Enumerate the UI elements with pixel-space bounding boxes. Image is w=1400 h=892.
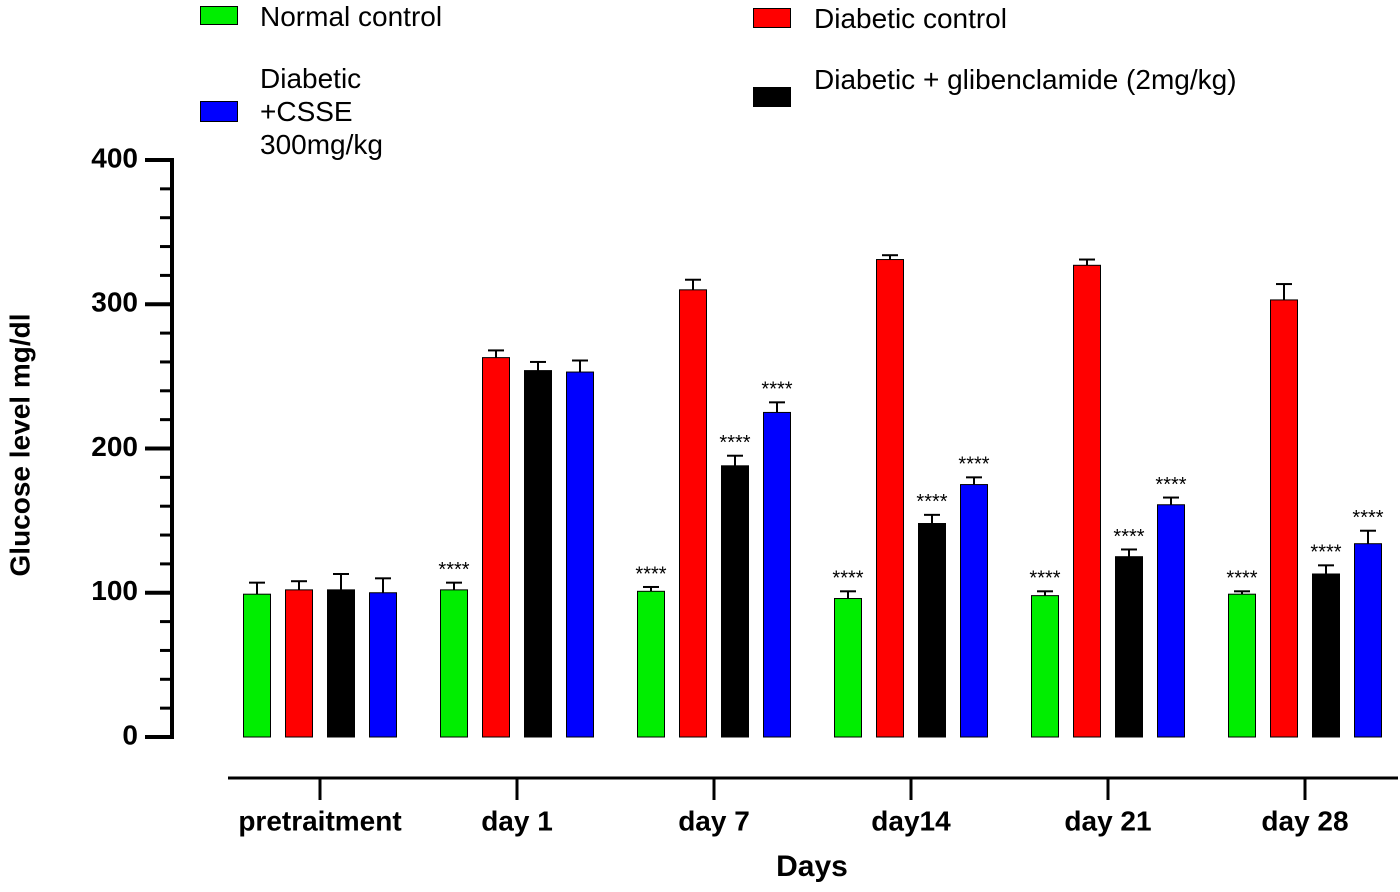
y-axis-title: Glucose level mg/dl bbox=[4, 314, 35, 577]
significance-label: **** bbox=[958, 454, 989, 476]
significance-label: **** bbox=[1113, 526, 1144, 548]
bar bbox=[721, 465, 749, 738]
significance-label: **** bbox=[832, 568, 863, 590]
significance-label: **** bbox=[1352, 507, 1383, 529]
significance-label: **** bbox=[916, 491, 947, 513]
legend-swatch bbox=[200, 6, 238, 25]
x-axis-title: Days bbox=[776, 850, 848, 883]
significance-label: **** bbox=[719, 432, 750, 454]
bar bbox=[1157, 504, 1185, 738]
bar bbox=[679, 289, 707, 738]
legend-label: Diabetic +CSSE 300mg/kg bbox=[260, 63, 383, 160]
legend-swatch bbox=[753, 87, 791, 107]
bar bbox=[960, 484, 988, 738]
x-tick-label: day14 bbox=[871, 805, 951, 836]
bar bbox=[482, 357, 510, 738]
y-tick-label: 100 bbox=[91, 575, 138, 606]
y-tick-label: 200 bbox=[91, 431, 138, 462]
x-tick-label: day 21 bbox=[1064, 805, 1151, 836]
significance-label: **** bbox=[1310, 542, 1341, 564]
legend-label: Diabetic control bbox=[814, 3, 1007, 34]
bar bbox=[1073, 264, 1101, 738]
x-tick-label: day 1 bbox=[481, 805, 553, 836]
bar bbox=[763, 411, 791, 738]
y-tick-label: 400 bbox=[91, 142, 138, 173]
legend-swatch bbox=[200, 101, 238, 122]
bar bbox=[327, 589, 355, 738]
legend-swatch bbox=[753, 8, 791, 28]
y-tick-label: 300 bbox=[91, 287, 138, 318]
x-tick-label: day 28 bbox=[1261, 805, 1348, 836]
significance-label: **** bbox=[1029, 568, 1060, 590]
bar bbox=[834, 598, 862, 738]
bar bbox=[243, 593, 271, 738]
significance-label: **** bbox=[1226, 568, 1257, 590]
bar bbox=[1270, 299, 1298, 738]
bar bbox=[1228, 593, 1256, 738]
x-tick-label: pretraitment bbox=[238, 805, 401, 836]
bar bbox=[1354, 543, 1382, 738]
bar bbox=[566, 371, 594, 738]
bar bbox=[1115, 556, 1143, 738]
bar bbox=[1312, 573, 1340, 738]
bar bbox=[637, 590, 665, 738]
significance-label: **** bbox=[761, 379, 792, 401]
significance-label: **** bbox=[635, 563, 666, 585]
bar bbox=[524, 370, 552, 738]
bar bbox=[1031, 595, 1059, 738]
bar bbox=[876, 259, 904, 738]
bar bbox=[440, 589, 468, 738]
significance-label: **** bbox=[1155, 474, 1186, 496]
bar bbox=[369, 592, 397, 738]
legend-label: Diabetic + glibenclamide (2mg/kg) bbox=[814, 64, 1237, 95]
y-tick-label: 0 bbox=[122, 719, 138, 750]
x-tick-label: day 7 bbox=[678, 805, 750, 836]
bar bbox=[918, 523, 946, 738]
significance-label: **** bbox=[438, 559, 469, 581]
legend-label: Normal control bbox=[260, 1, 443, 32]
bar bbox=[285, 589, 313, 738]
